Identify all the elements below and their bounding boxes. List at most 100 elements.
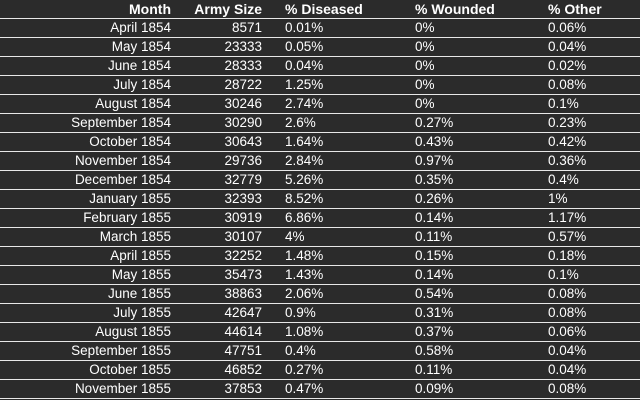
table-cell: 0.04%: [262, 56, 415, 76]
column-header: Army Size: [171, 0, 262, 19]
column-header: Month: [0, 0, 171, 19]
table-cell: June 1854: [0, 56, 171, 76]
table-cell: 44614: [171, 322, 262, 342]
table-cell: 47751: [171, 341, 262, 361]
table-cell: 0.11%: [415, 227, 548, 247]
table-cell: 0.04%: [548, 341, 640, 361]
table-cell: 0.08%: [548, 379, 640, 399]
table-cell: November 1855: [0, 379, 171, 399]
table-cell: 30919: [171, 208, 262, 228]
table-row: December 1854 32779 5.26% 0.35% 0.4%: [0, 170, 640, 190]
table-cell: 30246: [171, 94, 262, 114]
table-cell: November 1854: [0, 151, 171, 171]
table-cell: 0.4%: [262, 341, 415, 361]
table-cell: 0.54%: [415, 284, 548, 304]
table-cell: 0.08%: [548, 75, 640, 95]
table-cell: 0.08%: [548, 284, 640, 304]
table-cell: 0.42%: [548, 132, 640, 152]
table-cell: October 1854: [0, 132, 171, 152]
table-cell: September 1854: [0, 113, 171, 133]
column-header: % Other: [548, 0, 640, 19]
table-cell: April 1855: [0, 246, 171, 266]
table-cell: 35473: [171, 265, 262, 285]
table-row: July 1854 28722 1.25% 0% 0.08%: [0, 75, 640, 95]
table-cell: 0%: [415, 56, 548, 76]
table-cell: 0.02%: [548, 56, 640, 76]
table-row: November 1854 29736 2.84% 0.97% 0.36%: [0, 151, 640, 171]
table-cell: 0.1%: [548, 265, 640, 285]
table-cell: 8.52%: [262, 189, 415, 209]
table-cell: 0.31%: [415, 303, 548, 323]
table-body: April 1854 8571 0.01% 0% 0.06% May 1854 23333 0…: [0, 18, 640, 399]
table-cell: 1.25%: [262, 75, 415, 95]
table-cell: April 1854: [0, 18, 171, 38]
table-row: February 1855 30919 6.86% 0.14% 1.17%: [0, 208, 640, 228]
table-cell: 2.06%: [262, 284, 415, 304]
table-cell: 0%: [415, 75, 548, 95]
table-cell: 1%: [548, 189, 640, 209]
table-header: Month Army Size% Diseased% Wounded% Other: [0, 0, 640, 19]
table-cell: 28333: [171, 56, 262, 76]
table-cell: 0.9%: [262, 303, 415, 323]
table-cell: May 1855: [0, 265, 171, 285]
table-cell: 6.86%: [262, 208, 415, 228]
table-row: September 1854 30290 2.6% 0.27% 0.23%: [0, 113, 640, 133]
table-cell: 0.4%: [548, 170, 640, 190]
table-cell: July 1854: [0, 75, 171, 95]
header-row: Month Army Size% Diseased% Wounded% Other: [0, 0, 640, 19]
table-cell: 0.43%: [415, 132, 548, 152]
table-cell: 37853: [171, 379, 262, 399]
table-cell: 0%: [415, 94, 548, 114]
table-cell: 0.09%: [415, 379, 548, 399]
table-cell: 2.74%: [262, 94, 415, 114]
table-cell: 0.47%: [262, 379, 415, 399]
table-row: August 1854 30246 2.74% 0% 0.1%: [0, 94, 640, 114]
table-cell: 0.36%: [548, 151, 640, 171]
table-row: October 1855 46852 0.27% 0.11% 0.04%: [0, 360, 640, 380]
table-cell: 5.26%: [262, 170, 415, 190]
table-row: August 1855 44614 1.08% 0.37% 0.06%: [0, 322, 640, 342]
table-cell: 0.05%: [262, 37, 415, 57]
table-row: April 1855 32252 1.48% 0.15% 0.18%: [0, 246, 640, 266]
table-cell: 1.43%: [262, 265, 415, 285]
table-row: May 1855 35473 1.43% 0.14% 0.1%: [0, 265, 640, 285]
table-cell: 0.04%: [548, 360, 640, 380]
table-row: June 1854 28333 0.04% 0% 0.02%: [0, 56, 640, 76]
table-cell: 0.04%: [548, 37, 640, 57]
table-cell: 29736: [171, 151, 262, 171]
column-header: % Wounded: [415, 0, 548, 19]
table-cell: 4%: [262, 227, 415, 247]
table-cell: August 1855: [0, 322, 171, 342]
table-cell: 8571: [171, 18, 262, 38]
table-cell: 0.06%: [548, 322, 640, 342]
table-cell: 46852: [171, 360, 262, 380]
table-cell: May 1854: [0, 37, 171, 57]
table-cell: 0.08%: [548, 303, 640, 323]
table-cell: 0.01%: [262, 18, 415, 38]
table-cell: 0.18%: [548, 246, 640, 266]
table-cell: 0.06%: [548, 18, 640, 38]
table-cell: 2.84%: [262, 151, 415, 171]
table-cell: 30290: [171, 113, 262, 133]
table-cell: 0.37%: [415, 322, 548, 342]
table-row: January 1855 32393 8.52% 0.26% 1%: [0, 189, 640, 209]
table-cell: 1.17%: [548, 208, 640, 228]
table-row: October 1854 30643 1.64% 0.43% 0.42%: [0, 132, 640, 152]
table-cell: July 1855: [0, 303, 171, 323]
table-cell: 0%: [415, 18, 548, 38]
table-row: March 1855 30107 4% 0.11% 0.57%: [0, 227, 640, 247]
table-row: May 1854 23333 0.05% 0% 0.04%: [0, 37, 640, 57]
table-cell: 0.35%: [415, 170, 548, 190]
table-cell: February 1855: [0, 208, 171, 228]
table-cell: 0.26%: [415, 189, 548, 209]
table-row: September 1855 47751 0.4% 0.58% 0.04%: [0, 341, 640, 361]
table-cell: 0.27%: [262, 360, 415, 380]
table-row: July 1855 42647 0.9% 0.31% 0.08%: [0, 303, 640, 323]
table-cell: 32393: [171, 189, 262, 209]
table-cell: 0.15%: [415, 246, 548, 266]
table-cell: 42647: [171, 303, 262, 323]
table-cell: 1.48%: [262, 246, 415, 266]
table-cell: 0.14%: [415, 265, 548, 285]
table-cell: 0.14%: [415, 208, 548, 228]
